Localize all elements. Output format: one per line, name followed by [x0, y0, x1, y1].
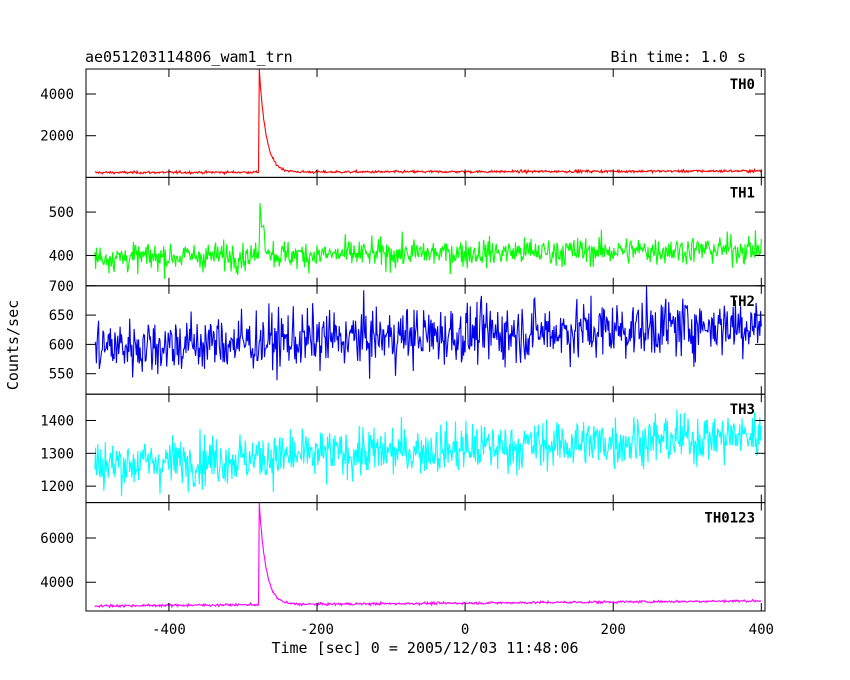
series-line-th3: [94, 409, 762, 497]
x-tick-label: 400: [749, 622, 774, 638]
series-line-th0: [94, 69, 762, 176]
series-line-th2: [94, 285, 762, 381]
panel-frame: [85, 502, 766, 612]
x-tick-label: -200: [300, 622, 334, 638]
y-tick-label: 1400: [40, 413, 74, 429]
x-axis-label: Time [sec] 0 = 2005/12/03 11:48:06: [271, 639, 578, 657]
y-tick-label: 6000: [40, 531, 74, 547]
bin-time-label: Bin time: 1.0 s: [611, 48, 746, 66]
panel-label: TH1: [730, 185, 755, 201]
y-tick-label: 4000: [40, 575, 74, 591]
panel-label: TH0: [730, 77, 755, 93]
series-line-th1: [94, 202, 762, 279]
y-tick-label: 500: [49, 205, 74, 221]
series-line-th0123: [94, 502, 762, 609]
y-tick-label: 1200: [40, 479, 74, 495]
panel-frame: [85, 176, 766, 287]
y-tick-label: 1300: [40, 446, 74, 462]
x-tick-label: 0: [461, 622, 469, 638]
x-tick-label: -400: [152, 622, 186, 638]
panel-frame: [85, 68, 766, 178]
chart-title: ae051203114806_wam1_trn: [85, 48, 293, 66]
y-tick-label: 4000: [40, 87, 74, 103]
y-tick-label: 700: [49, 279, 74, 295]
panel-label: TH0123: [704, 511, 755, 527]
panels-group: 20004000TH0400500TH1550600650700TH212001…: [40, 68, 774, 638]
panel-label: TH3: [730, 402, 755, 418]
y-tick-label: 600: [49, 337, 74, 353]
y-axis-label: Counts/sec: [4, 300, 22, 390]
x-tick-label: 200: [601, 622, 626, 638]
panel-label: TH2: [730, 294, 755, 310]
y-tick-label: 650: [49, 308, 74, 324]
y-tick-label: 550: [49, 367, 74, 383]
y-tick-label: 2000: [40, 129, 74, 145]
y-tick-label: 400: [49, 248, 74, 264]
